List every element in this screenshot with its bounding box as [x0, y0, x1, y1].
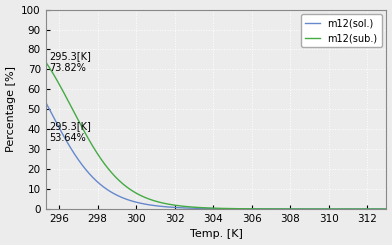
Line: m12(sub.): m12(sub.): [46, 62, 387, 209]
Y-axis label: Percentage [%]: Percentage [%]: [5, 66, 16, 152]
m12(sol.): [378, 208, 383, 210]
Legend: m12(sol.), m12(sub.): m12(sol.), m12(sub.): [301, 14, 381, 47]
Line: m12(sol.): m12(sol.): [46, 102, 387, 209]
m12(sub.): [204, 206, 209, 209]
m12(sol.): [348, 208, 352, 210]
Text: 295.3[K]
53.64%: 295.3[K] 53.64%: [49, 121, 91, 143]
m12(sub.): [44, 61, 48, 63]
m12(sub.): [279, 208, 283, 210]
m12(sub.): [348, 208, 352, 210]
m12(sol.): [384, 208, 389, 210]
m12(sub.): [252, 207, 257, 210]
X-axis label: Temp. [K]: Temp. [K]: [190, 230, 243, 239]
m12(sol.): [204, 207, 209, 210]
m12(sub.): [384, 208, 389, 210]
m12(sub.): [378, 208, 383, 210]
m12(sol.): [252, 208, 257, 210]
m12(sol.): [279, 208, 283, 210]
m12(sub.): [51, 73, 56, 76]
Text: 295.3[K]
73.82%: 295.3[K] 73.82%: [49, 51, 91, 73]
m12(sol.): [51, 116, 56, 119]
m12(sol.): [44, 101, 48, 104]
